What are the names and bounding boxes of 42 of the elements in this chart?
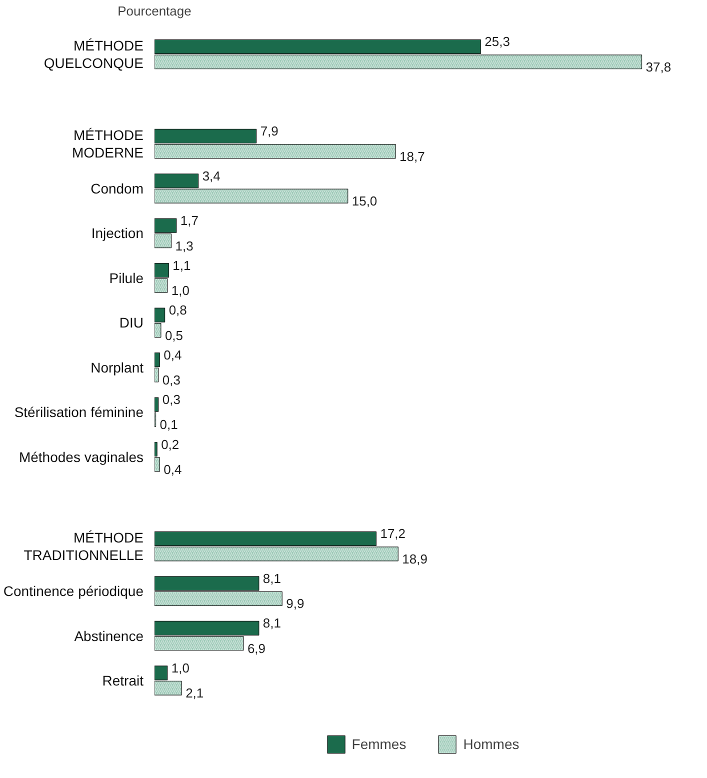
y-tick-label: Pilule <box>109 270 144 286</box>
y-tick-label: MÉTHODE TRADITIONNELLE <box>24 530 144 564</box>
y-tick-label: Méthodes vaginales <box>18 448 144 465</box>
data-label: 37,8 <box>646 59 672 74</box>
y-tick-label: DIU <box>119 314 144 331</box>
y-tick-label: Stérilisation féminine <box>14 404 144 420</box>
data-label: 1,7 <box>180 213 198 228</box>
data-label: 0,4 <box>164 462 182 477</box>
x-axis-title: Pourcentage <box>118 4 192 18</box>
data-label: 0,3 <box>162 372 180 388</box>
data-label: 17,2 <box>380 526 406 542</box>
data-label: 18,9 <box>402 551 428 566</box>
data-label: 9,9 <box>286 596 304 612</box>
data-label: 1,0 <box>171 283 190 298</box>
y-tick-label: Continence périodique <box>3 583 144 600</box>
y-tick-label: MÉTHODE MODERNE <box>72 126 144 161</box>
data-label: 0,1 <box>160 417 178 432</box>
data-label: 8,1 <box>262 616 281 631</box>
data-label: 0,4 <box>164 347 182 362</box>
legend-label: Hommes <box>463 736 520 752</box>
data-label: 0,3 <box>162 392 180 408</box>
data-label: 1,3 <box>175 238 194 254</box>
data-label: 15,0 <box>352 194 378 209</box>
data-label: 6,9 <box>247 640 266 656</box>
data-label: 0,8 <box>168 302 187 318</box>
y-tick-label: Abstinence <box>74 628 144 644</box>
data-label: 3,4 <box>202 168 220 184</box>
y-tick-label: Norplant <box>90 359 144 376</box>
data-label: 8,1 <box>262 570 281 586</box>
data-label: 2,1 <box>186 686 204 701</box>
y-tick-label: MÉTHODE QUELCONQUE <box>44 37 144 72</box>
data-label: 1,1 <box>172 258 191 273</box>
legend-label: Femmes <box>352 736 406 752</box>
y-tick-label: Retrait <box>102 672 144 689</box>
data-label: 7,9 <box>260 124 278 139</box>
data-label: 18,7 <box>400 148 425 164</box>
data-label: 25,3 <box>484 34 510 50</box>
y-tick-label: Condom <box>90 180 144 196</box>
data-label: 0,5 <box>164 328 184 343</box>
data-label: 0,2 <box>161 436 180 452</box>
data-label: 1,0 <box>171 660 190 676</box>
y-tick-label: Injection <box>91 225 144 242</box>
